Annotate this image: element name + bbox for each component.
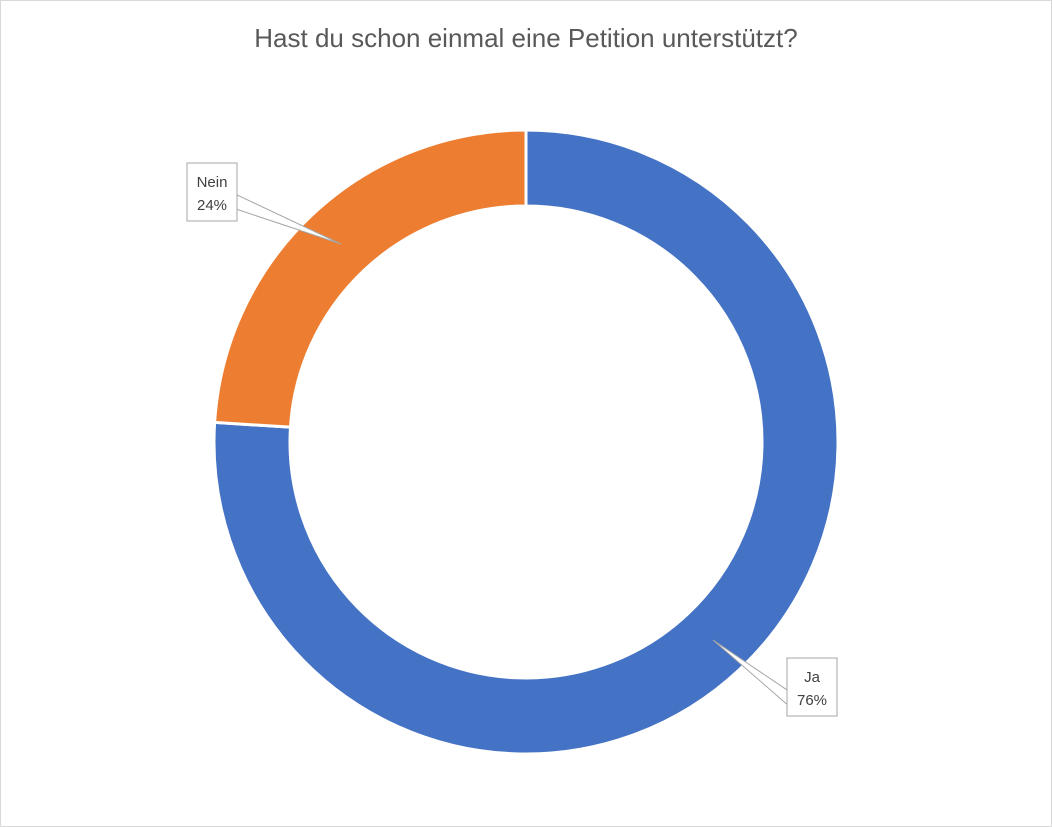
label-category: Ja (804, 669, 821, 686)
data-labels: Ja 76% Nein 24% (186, 162, 838, 717)
slice-nein (213, 128, 528, 429)
label-percent: 24% (197, 197, 227, 214)
label-percent: 76% (797, 692, 827, 709)
data-label-ja: Ja 76% (712, 639, 838, 717)
label-box (786, 657, 838, 717)
data-label-nein: Nein 24% (186, 162, 342, 245)
donut-slices (212, 128, 840, 756)
label-box (186, 162, 238, 222)
label-category: Nein (197, 174, 228, 191)
slice-ja (212, 128, 840, 756)
chart-title: Hast du schon einmal eine Petition unter… (254, 23, 798, 53)
